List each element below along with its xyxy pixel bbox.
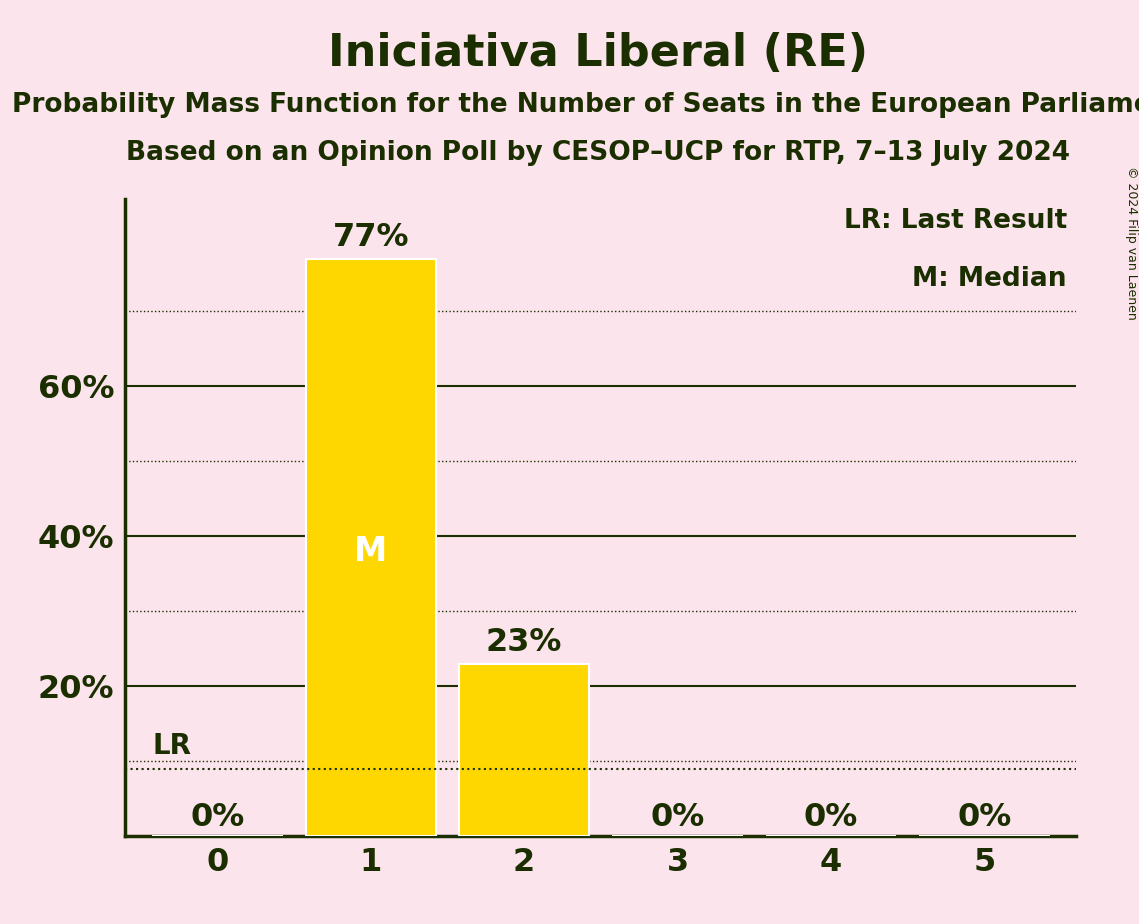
Text: 0%: 0% (804, 802, 858, 833)
Text: M: Median: M: Median (912, 265, 1067, 292)
Text: 0%: 0% (190, 802, 245, 833)
Text: Based on an Opinion Poll by CESOP–UCP for RTP, 7–13 July 2024: Based on an Opinion Poll by CESOP–UCP fo… (126, 140, 1070, 166)
Bar (459, 663, 589, 836)
Text: LR: LR (153, 732, 191, 760)
Text: Probability Mass Function for the Number of Seats in the European Parliament: Probability Mass Function for the Number… (13, 92, 1139, 118)
Text: 0%: 0% (957, 802, 1011, 833)
Text: 0%: 0% (650, 802, 705, 833)
Bar (305, 259, 436, 836)
Text: © 2024 Filip van Laenen: © 2024 Filip van Laenen (1124, 166, 1138, 320)
Text: LR: Last Result: LR: Last Result (844, 208, 1067, 234)
Text: Iniciativa Liberal (RE): Iniciativa Liberal (RE) (328, 32, 868, 76)
Text: M: M (354, 535, 387, 567)
Text: 77%: 77% (333, 222, 409, 252)
Text: 23%: 23% (486, 626, 563, 658)
